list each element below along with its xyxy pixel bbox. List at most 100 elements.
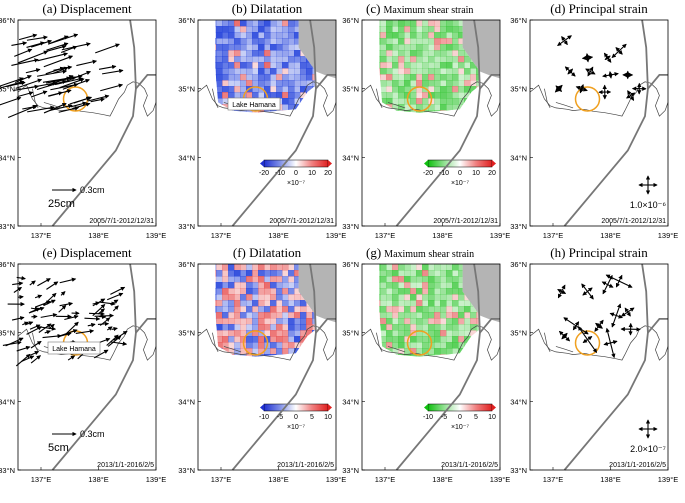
displacement-vector bbox=[67, 355, 76, 361]
principal-strain-arrow bbox=[627, 90, 632, 96]
colorbar-unit: ×10⁻⁷ bbox=[287, 180, 306, 187]
peninsula bbox=[212, 332, 219, 353]
principal-strain-arrow bbox=[587, 291, 594, 300]
map-frame bbox=[529, 263, 669, 471]
map-frame bbox=[361, 263, 501, 471]
principal-strain-arrow bbox=[609, 312, 617, 317]
principal-strain-arrow bbox=[626, 311, 631, 317]
displacement-vector bbox=[98, 314, 107, 319]
displacement-vector bbox=[110, 286, 126, 295]
displacement-vector bbox=[106, 334, 119, 346]
principal-strain-arrow bbox=[611, 50, 620, 59]
no-data-region bbox=[462, 264, 500, 323]
displacement-vector bbox=[26, 326, 43, 335]
principal-strain-arrow bbox=[607, 283, 614, 288]
displacement-vector bbox=[58, 332, 72, 337]
principal-strain-arrow bbox=[585, 53, 590, 58]
lat-label: 36°N bbox=[342, 260, 359, 269]
colorbar-tick: -10 bbox=[275, 170, 285, 177]
principal-strain-arrow bbox=[611, 315, 617, 328]
colorbar-tick: -20 bbox=[259, 170, 269, 177]
panel-title-letter: (g) bbox=[366, 245, 381, 260]
displacement-vector bbox=[45, 66, 65, 75]
panel-title: (d) Principal strain bbox=[550, 1, 648, 16]
principal-strain-arrow bbox=[618, 43, 627, 52]
colorbar-tick: 20 bbox=[488, 170, 496, 177]
principal-strain-arrow bbox=[598, 324, 603, 329]
displacement-vector bbox=[37, 278, 51, 287]
principal-strain-arrow bbox=[582, 291, 588, 296]
principal-strain-arrow bbox=[587, 71, 592, 77]
colorbar-tick: -5 bbox=[441, 414, 447, 421]
principal-strain-arrow bbox=[579, 88, 584, 94]
peninsula bbox=[387, 346, 406, 353]
map-frame bbox=[17, 263, 157, 471]
no-data-region bbox=[298, 20, 336, 79]
colorbar bbox=[263, 403, 329, 412]
lon-label: 137°E bbox=[543, 231, 564, 240]
period-label: 2013/1/1-2016/2/5 bbox=[441, 462, 498, 469]
displacement-vector bbox=[36, 326, 57, 331]
principal-strain-arrow bbox=[557, 87, 563, 92]
displacement-vector bbox=[93, 349, 109, 359]
principal-strain-arrow bbox=[561, 289, 567, 294]
principal-strain-arrow bbox=[564, 35, 572, 42]
map-frame bbox=[197, 263, 337, 471]
colorbar-end bbox=[260, 404, 264, 411]
lat-label: 34°N bbox=[510, 153, 527, 162]
displacement-vector bbox=[106, 292, 124, 301]
displacement-vector bbox=[36, 79, 67, 91]
plate-boundary bbox=[395, 19, 481, 227]
principal-strain-arrow bbox=[620, 311, 629, 317]
displacement-vector bbox=[58, 106, 80, 113]
panel-title: (f) Dilatation bbox=[233, 245, 302, 260]
principal-strain-arrow bbox=[626, 94, 631, 99]
map-frame bbox=[197, 19, 337, 227]
lon-label: 137°E bbox=[543, 475, 564, 484]
scale-sub-label: 25cm bbox=[48, 198, 75, 210]
colorbar-end bbox=[424, 160, 428, 167]
colorbar-tick: 10 bbox=[472, 170, 480, 177]
displacement-vector bbox=[22, 321, 29, 326]
panel-principal-1: 1.0×10⁻⁶ 2005/7/1-2012/12/31 36°N 35°N 34°N 3… bbox=[510, 1, 678, 240]
lat-label: 36°N bbox=[0, 260, 15, 269]
panel-title: (e) Displacement bbox=[42, 245, 132, 260]
principal-strain-arrow bbox=[563, 332, 568, 338]
plate-boundary bbox=[231, 263, 317, 471]
displacement-vector bbox=[95, 43, 120, 54]
panel-shear-2: -10 -5 0 5 10 ×10⁻⁷ 2013/1/1-2016/2/5 36°N 35°N 3… bbox=[342, 245, 510, 484]
displacement-vector bbox=[59, 277, 77, 284]
lat-label: 34°N bbox=[0, 397, 15, 406]
principal-strain-arrow bbox=[568, 68, 574, 74]
coastline bbox=[197, 81, 337, 117]
peninsula bbox=[223, 346, 242, 353]
colorbar-tick: -5 bbox=[277, 414, 283, 421]
lat-label: 35°N bbox=[510, 329, 527, 338]
coastline bbox=[197, 325, 337, 361]
displacement-vector bbox=[30, 355, 41, 364]
principal-strain-arrow bbox=[585, 68, 591, 73]
period-label: 2013/1/1-2016/2/5 bbox=[609, 462, 666, 469]
displacement-vector bbox=[0, 77, 24, 87]
principal-strain-arrow bbox=[602, 284, 609, 295]
principal-strain-arrow bbox=[557, 84, 563, 90]
lat-label: 34°N bbox=[178, 397, 195, 406]
principal-strain-arrow bbox=[618, 50, 623, 55]
displacement-vector bbox=[98, 64, 117, 70]
principal-strain-arrow bbox=[579, 83, 585, 89]
lon-label: 138°E bbox=[432, 475, 453, 484]
colorbar-tick: -10 bbox=[439, 170, 449, 177]
colorbar bbox=[427, 403, 493, 412]
displacement-vector bbox=[44, 330, 51, 335]
map-frame bbox=[17, 19, 157, 227]
lake-hamana-circle bbox=[574, 86, 601, 112]
displacement-vector bbox=[97, 321, 110, 327]
displacement-vector bbox=[102, 68, 124, 75]
colorbar-tick: 0 bbox=[294, 414, 298, 421]
panel-title: (g) Maximum shear strain bbox=[366, 245, 474, 260]
colorbar-tick: 20 bbox=[324, 170, 332, 177]
lon-label: 139°E bbox=[658, 475, 679, 484]
principal-strain-arrow bbox=[594, 325, 600, 332]
principal-strain-arrow bbox=[581, 283, 588, 292]
